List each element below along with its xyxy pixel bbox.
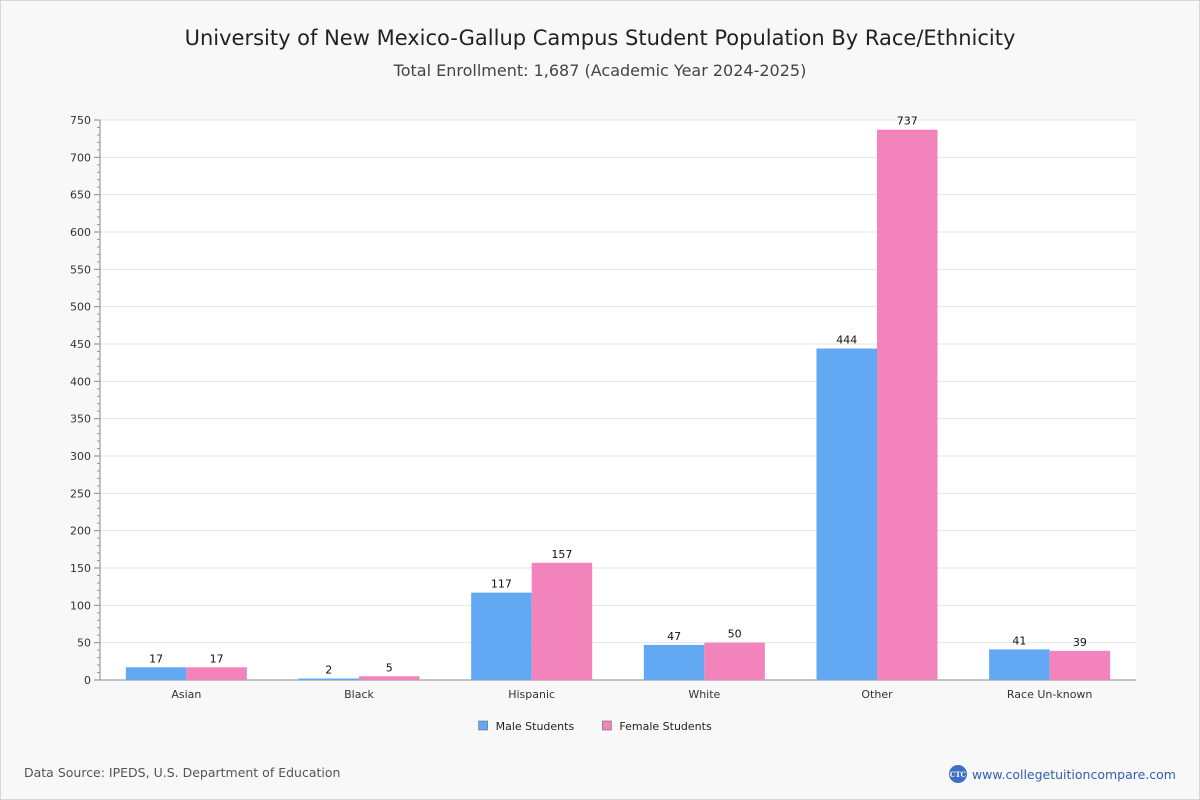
x-tick-label: Asian bbox=[171, 688, 201, 701]
y-tick-label: 700 bbox=[70, 151, 91, 164]
x-tick-label: Other bbox=[861, 688, 893, 701]
x-tick-label: Black bbox=[344, 688, 374, 701]
bar-female bbox=[1049, 650, 1111, 680]
data-label: 737 bbox=[897, 115, 918, 128]
y-tick-label: 650 bbox=[70, 189, 91, 202]
plot-area bbox=[100, 120, 1136, 680]
bar-male bbox=[643, 644, 705, 680]
data-label: 117 bbox=[491, 578, 512, 591]
bar-male bbox=[125, 667, 187, 680]
legend-swatch-female bbox=[602, 720, 612, 731]
y-tick-label: 300 bbox=[70, 450, 91, 463]
chart-subtitle: Total Enrollment: 1,687 (Academic Year 2… bbox=[393, 61, 807, 80]
y-tick-label: 350 bbox=[70, 413, 91, 426]
data-label: 5 bbox=[386, 661, 393, 674]
data-label: 17 bbox=[210, 652, 224, 665]
ctc-logo-icon: CTC bbox=[948, 765, 967, 783]
y-tick-label: 550 bbox=[70, 263, 91, 276]
y-tick-label: 600 bbox=[70, 226, 91, 239]
site-link[interactable]: CTC www.collegetuitioncompare.com bbox=[948, 765, 1176, 783]
y-tick-label: 500 bbox=[70, 301, 91, 314]
bar-male bbox=[989, 649, 1050, 680]
y-tick-label: 150 bbox=[70, 562, 91, 575]
y-tick-label: 450 bbox=[70, 338, 91, 351]
y-tick-label: 100 bbox=[70, 599, 91, 612]
bar-female bbox=[877, 129, 938, 680]
data-label: 50 bbox=[728, 628, 742, 641]
y-tick-label: 400 bbox=[70, 375, 91, 388]
data-label: 17 bbox=[149, 652, 163, 665]
bar-female bbox=[186, 667, 247, 680]
data-label: 41 bbox=[1012, 634, 1026, 647]
bar-male bbox=[298, 678, 359, 680]
legend-label: Female Students bbox=[619, 720, 712, 733]
bar-male bbox=[816, 348, 877, 680]
y-tick-label: 0 bbox=[84, 674, 91, 687]
bar-male bbox=[471, 592, 532, 680]
data-label: 39 bbox=[1073, 636, 1087, 649]
x-tick-label: Hispanic bbox=[508, 688, 555, 701]
y-tick-label: 250 bbox=[70, 487, 91, 500]
y-tick-label: 750 bbox=[70, 114, 91, 127]
bar-female bbox=[359, 676, 420, 680]
legend-swatch-male bbox=[478, 720, 488, 731]
data-label: 2 bbox=[325, 664, 332, 677]
data-source: Data Source: IPEDS, U.S. Department of E… bbox=[24, 765, 341, 780]
y-tick-label: 200 bbox=[70, 525, 91, 538]
y-tick-label: 50 bbox=[77, 637, 91, 650]
bar-female bbox=[531, 562, 593, 680]
x-tick-label: White bbox=[688, 688, 720, 701]
x-tick-label: Race Un-known bbox=[1007, 688, 1093, 701]
bar-female bbox=[704, 642, 765, 680]
chart-title: University of New Mexico-Gallup Campus S… bbox=[184, 26, 1016, 50]
site-url[interactable]: www.collegetuitioncompare.com bbox=[971, 766, 1176, 782]
data-label: 157 bbox=[551, 548, 572, 561]
data-label: 47 bbox=[667, 630, 681, 643]
data-label: 444 bbox=[836, 333, 857, 346]
legend-label: Male Students bbox=[496, 720, 575, 733]
